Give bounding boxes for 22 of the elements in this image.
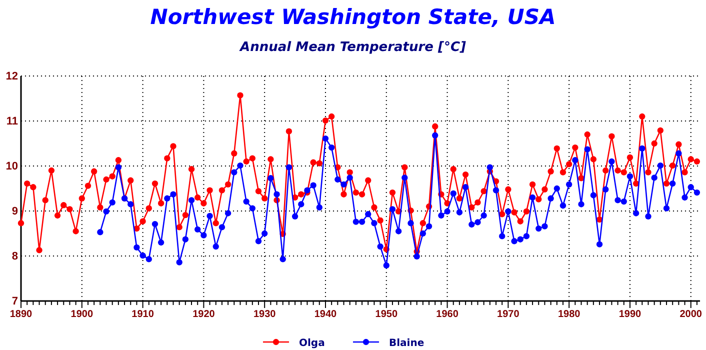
x-tick-label: 1900	[70, 309, 94, 320]
y-tick-label: 11	[6, 116, 18, 128]
x-tick-label: 2000	[680, 309, 702, 320]
legend-label: Blaine	[389, 338, 424, 349]
y-tick-label: 7	[12, 296, 18, 308]
x-tick-label: 1970	[497, 309, 520, 320]
y-tick-label: 12	[6, 70, 18, 83]
x-tick-label: 1960	[436, 309, 459, 320]
y-tick-label: 10	[6, 160, 18, 173]
x-tick-label: 1990	[618, 309, 642, 320]
chart-title: Northwest Washington State, USA	[150, 5, 556, 29]
y-tick-label: 8	[12, 250, 18, 263]
x-tick-label: 1890	[10, 309, 33, 320]
x-tick-label: 1950	[375, 309, 398, 320]
x-tick-label: 1930	[253, 309, 276, 320]
x-tick-label: 1980	[558, 309, 581, 320]
legend-label: Olga	[299, 338, 325, 349]
y-tick-label: 9	[12, 206, 18, 218]
x-tick-label: 1910	[132, 309, 154, 320]
chart-subtitle: Annual Mean Temperature [°C]	[239, 40, 466, 55]
x-tick-label: 1940	[314, 309, 338, 320]
x-tick-label: 1920	[192, 309, 216, 320]
